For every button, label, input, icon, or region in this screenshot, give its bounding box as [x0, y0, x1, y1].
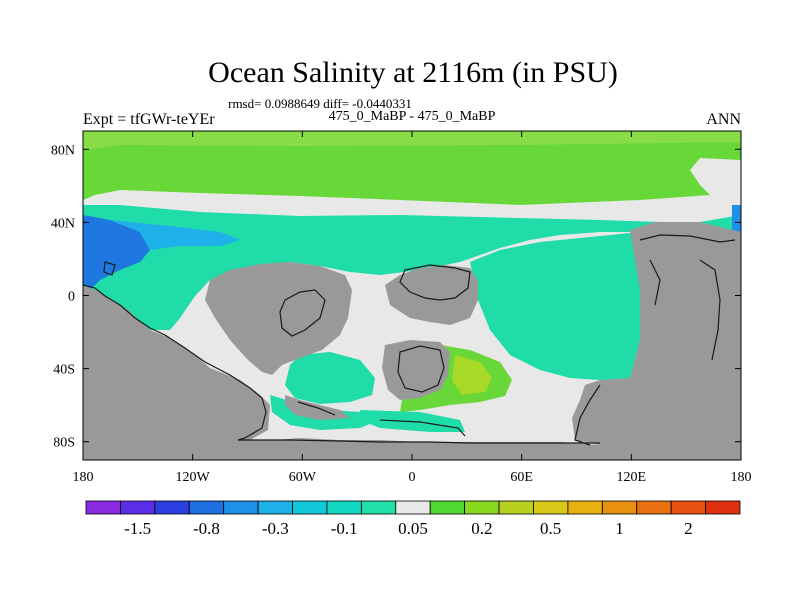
- colorbar-label: 2: [684, 519, 693, 538]
- colorbar-label: 0.2: [471, 519, 492, 538]
- land-africa-north: [385, 265, 478, 325]
- colorbar-swatch: [154, 500, 190, 515]
- x-tick-label: 60W: [289, 470, 317, 485]
- colorbar-swatch: [705, 500, 741, 515]
- land-africa-south: [382, 340, 450, 400]
- colorbar-swatch: [85, 500, 121, 515]
- season-label: ANN: [706, 111, 741, 128]
- colorbar-swatch: [601, 500, 638, 515]
- colorbar-label: 0.05: [398, 519, 428, 538]
- north-tropical-region: [83, 205, 741, 330]
- colorbar-swatch: [360, 500, 397, 515]
- colorbar-swatch: [670, 500, 706, 515]
- colorbar-label: -0.8: [193, 519, 220, 538]
- y-axis-ticks: 80N 40N 0 40S 80S: [51, 143, 741, 451]
- stats-line: rmsd= 0.0988649 diff= -0.0440331: [228, 96, 412, 111]
- colorbar-swatch: [498, 500, 534, 515]
- experiment-label: Expt = tfGWr-teYEr: [83, 111, 215, 128]
- colorbar-label: -1.5: [124, 519, 151, 538]
- southern-patch-region: [285, 352, 375, 404]
- colorbar-swatch: [223, 500, 259, 515]
- y-tick-label: 80N: [51, 143, 75, 158]
- colorbar-label: -0.1: [331, 519, 358, 538]
- chart-subtitle: 475_0_MaBP - 475_0_MaBP: [329, 109, 496, 124]
- y-tick-label: 0: [68, 290, 75, 305]
- southern-stripe-region: [360, 410, 465, 432]
- north-pacific-mid-region: [110, 220, 240, 250]
- x-tick-label: 180: [73, 470, 94, 485]
- colorbar-label: 0.5: [540, 519, 561, 538]
- x-tick-label: 120W: [176, 470, 211, 485]
- land-masses: [83, 222, 741, 460]
- y-tick-label: 40S: [53, 363, 75, 378]
- colorbar: -1.5 -0.8 -0.3 -0.1 0.05 0.2 0.5 1 2: [85, 500, 741, 538]
- y-tick-label: 80S: [53, 436, 75, 451]
- colorbar-swatch: [120, 500, 156, 515]
- x-tick-label: 60E: [510, 470, 533, 485]
- colorbar-label: 1: [615, 519, 624, 538]
- chart-title: Ocean Salinity at 2116m (in PSU): [208, 56, 618, 89]
- colorbar-swatch: [326, 500, 362, 515]
- colorbar-label: -0.3: [262, 519, 289, 538]
- x-tick-label: 180: [731, 470, 752, 485]
- colorbar-swatch: [257, 500, 293, 515]
- x-axis-ticks: 180 120W 60W 0 60E 120E 180: [73, 131, 752, 485]
- colorbar-swatch: [429, 500, 466, 515]
- land-asia-australia: [572, 222, 741, 460]
- colorbar-swatch: [533, 500, 569, 515]
- arctic-lighter-region: [83, 131, 741, 150]
- colorbar-swatch: [188, 500, 225, 515]
- colorbar-swatch: [636, 500, 672, 515]
- map-plot-area: [82, 130, 742, 461]
- southern-positive-core: [452, 355, 492, 395]
- colorbar-swatch: [464, 500, 500, 515]
- land-americas: [83, 285, 270, 460]
- north-pacific-low-region: [83, 215, 150, 290]
- colorbar-swatch: [567, 500, 603, 515]
- colorbar-swatch: [292, 500, 328, 515]
- x-tick-label: 120E: [617, 470, 647, 485]
- colorbar-swatch: [395, 500, 431, 515]
- x-tick-label: 0: [409, 470, 416, 485]
- y-tick-label: 40N: [51, 216, 75, 231]
- east-basin-region: [470, 232, 650, 380]
- coastlines: [83, 234, 736, 446]
- arctic-band-region: [83, 131, 741, 205]
